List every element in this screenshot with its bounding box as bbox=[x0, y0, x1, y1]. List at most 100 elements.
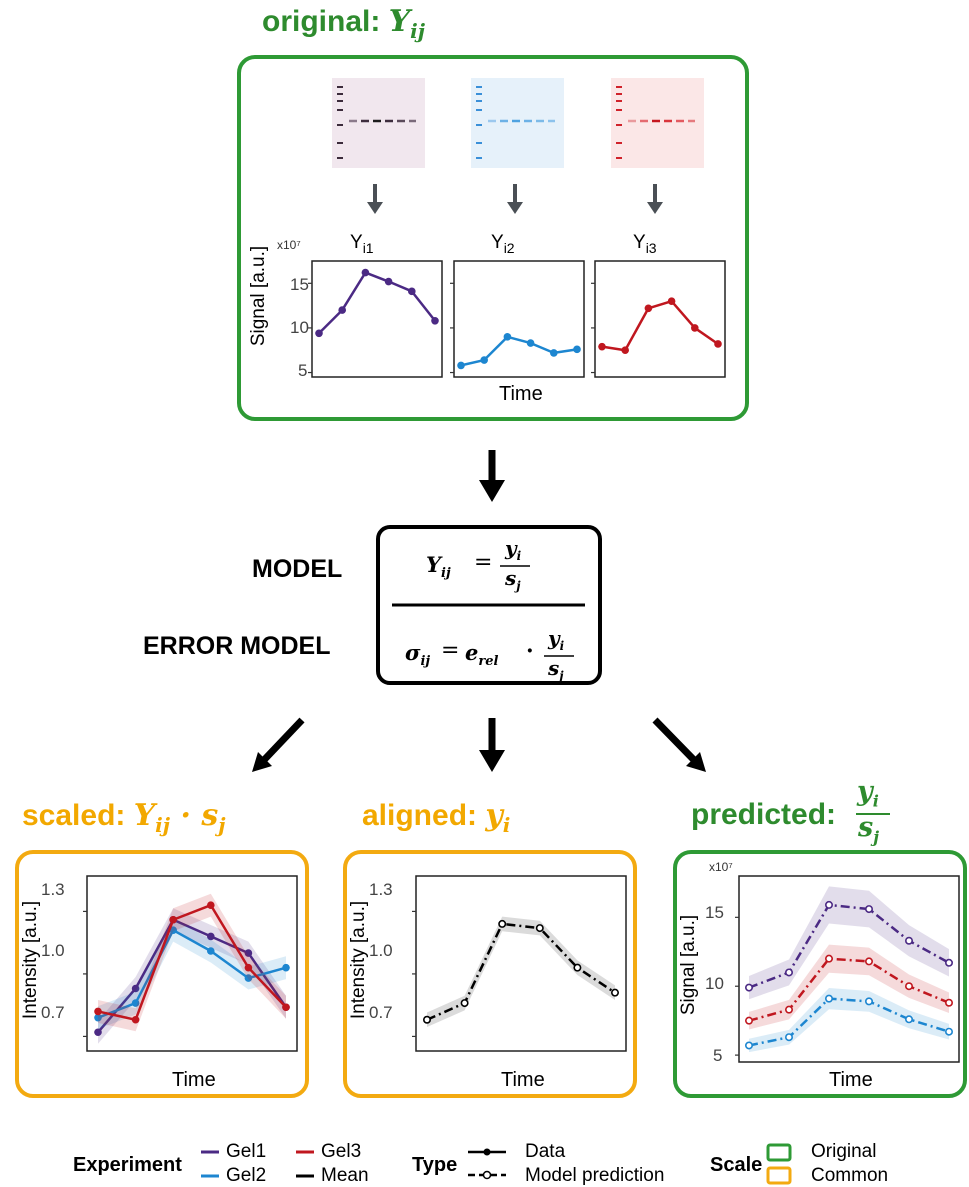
chart-scaled-point-2-2 bbox=[169, 915, 177, 924]
chart-yi3-point-0-5 bbox=[714, 340, 722, 348]
legend-experiment-title: Experiment bbox=[73, 1154, 182, 1176]
chart-yi2-point-0-2 bbox=[503, 333, 512, 341]
chart-aligned-frame bbox=[415, 875, 627, 1052]
chart-yi1 bbox=[308, 260, 443, 378]
predicted-multiplier: x10⁷ bbox=[709, 860, 733, 874]
chart-predicted-point-0-4 bbox=[904, 936, 913, 945]
chart-scaled-point-1-4 bbox=[244, 974, 253, 982]
chart-predicted-frame bbox=[738, 875, 960, 1063]
chart-aligned-point-0-0 bbox=[422, 1015, 431, 1024]
chart-yi3-point-0-4 bbox=[691, 324, 699, 332]
predicted-denominator: sj bbox=[858, 812, 879, 847]
chart-yi3-point-0-1 bbox=[621, 346, 629, 355]
top-ytick-10: 10 bbox=[290, 318, 309, 337]
chart-predicted-point-0-2 bbox=[824, 900, 833, 909]
legend-common-swatch bbox=[766, 1166, 792, 1185]
chart-aligned-point-0-3 bbox=[535, 924, 544, 933]
chart-scaled-line-1 bbox=[97, 928, 287, 1019]
chart-scaled-point-1-5 bbox=[282, 963, 290, 972]
predicted-ytick-15: 15 bbox=[705, 903, 724, 922]
scaled-title: scaled: Yij · sj bbox=[22, 798, 226, 837]
chart-aligned-point-0-2 bbox=[498, 919, 507, 928]
model-box bbox=[376, 525, 602, 685]
eq2-numerator: yi bbox=[548, 626, 565, 653]
gel-arrows bbox=[367, 184, 663, 214]
chart-yi1-point-0-5 bbox=[431, 316, 439, 325]
chart-yi1-point-0-1 bbox=[338, 306, 347, 314]
chart-yi2-point-0-5 bbox=[573, 345, 581, 354]
chart-yi2-frame bbox=[453, 260, 585, 378]
chart-yi2-point-0-1 bbox=[480, 356, 489, 364]
chart-yi1-point-0-0 bbox=[315, 329, 323, 338]
chart-scaled-point-0-0 bbox=[94, 1028, 102, 1037]
chart-aligned-line-0 bbox=[426, 922, 616, 1021]
gel-image-2 bbox=[471, 78, 564, 168]
chart-predicted-point-2-5 bbox=[944, 1027, 953, 1036]
chart-predicted bbox=[735, 875, 960, 1063]
aligned-ytick-10: 1.0 bbox=[369, 941, 393, 960]
gel-2-ladder bbox=[476, 86, 482, 159]
legend-gel1: Gel1 bbox=[226, 1141, 267, 1162]
predicted-panel bbox=[673, 850, 967, 1098]
eq2-dot: · bbox=[526, 638, 534, 664]
scaled-panel bbox=[15, 850, 309, 1098]
predicted-ytick-5: 5 bbox=[713, 1046, 723, 1065]
chart-predicted-point-1-5 bbox=[944, 998, 953, 1007]
chart-aligned-point-0-5 bbox=[610, 988, 619, 997]
top-ytick-15: 15 bbox=[290, 275, 309, 294]
chart-predicted-point-2-1 bbox=[784, 1033, 793, 1042]
predicted-ytick-10: 10 bbox=[705, 974, 724, 993]
chart-predicted-point-0-3 bbox=[864, 905, 873, 914]
chart-scaled-point-2-0 bbox=[94, 1007, 102, 1016]
chart-yi3-point-0-3 bbox=[667, 297, 676, 305]
chart-yi3 bbox=[591, 260, 726, 378]
predicted-xlabel: Time bbox=[829, 1069, 873, 1091]
aligned-xlabel: Time bbox=[501, 1069, 545, 1091]
predicted-title: predicted: bbox=[691, 798, 837, 831]
top-multiplier: x10⁷ bbox=[277, 238, 301, 252]
aligned-ytick-13: 1.3 bbox=[369, 880, 393, 899]
chart-scaled-point-0-4 bbox=[244, 949, 253, 957]
chart-scaled-point-1-3 bbox=[207, 947, 215, 955]
chart-yi1-point-0-4 bbox=[408, 287, 416, 296]
eq2-equals: = bbox=[441, 638, 460, 663]
chart-scaled-point-2-3 bbox=[207, 901, 215, 909]
gel-1-ladder bbox=[337, 86, 343, 159]
legend-gel2: Gel2 bbox=[226, 1165, 267, 1186]
chart-yi1-line-0 bbox=[318, 271, 436, 335]
legend-common: Common bbox=[811, 1165, 889, 1186]
legend-model-point bbox=[482, 1170, 492, 1180]
eq2-erel: erel bbox=[465, 640, 499, 670]
chart-yi3-line-0 bbox=[601, 299, 719, 352]
gel-image-3 bbox=[611, 78, 704, 168]
gel-label-3: Yi3 bbox=[633, 232, 657, 256]
chart-scaled-point-2-1 bbox=[131, 1015, 140, 1024]
chart-scaled-band-0 bbox=[98, 908, 286, 1044]
gel-label-2: Yi2 bbox=[491, 232, 515, 256]
aligned-title: aligned: yi bbox=[362, 798, 511, 837]
gel-image-1 bbox=[332, 78, 425, 168]
chart-scaled-point-2-4 bbox=[244, 963, 253, 972]
chart-predicted-point-1-0 bbox=[744, 1016, 753, 1025]
chart-scaled-point-0-1 bbox=[131, 984, 140, 993]
chart-aligned-point-0-1 bbox=[460, 999, 469, 1008]
chart-predicted-point-2-3 bbox=[864, 997, 873, 1006]
legend-mean: Mean bbox=[321, 1165, 369, 1186]
chart-yi2-point-0-0 bbox=[457, 361, 465, 370]
chart-scaled-point-1-1 bbox=[131, 999, 140, 1007]
top-ytick-5: 5 bbox=[298, 361, 308, 380]
flow-arrows bbox=[252, 450, 706, 772]
legend-model-prediction: Model prediction bbox=[525, 1165, 665, 1186]
scaled-ytick-10: 1.0 bbox=[41, 941, 65, 960]
chart-scaled-frame bbox=[86, 875, 298, 1052]
chart-yi2 bbox=[450, 260, 585, 378]
gel-label-1: Yi1 bbox=[350, 232, 374, 256]
chart-yi3-point-0-0 bbox=[598, 342, 606, 351]
eq2-lhs: σij bbox=[405, 640, 431, 670]
chart-yi2-point-0-3 bbox=[526, 339, 535, 347]
